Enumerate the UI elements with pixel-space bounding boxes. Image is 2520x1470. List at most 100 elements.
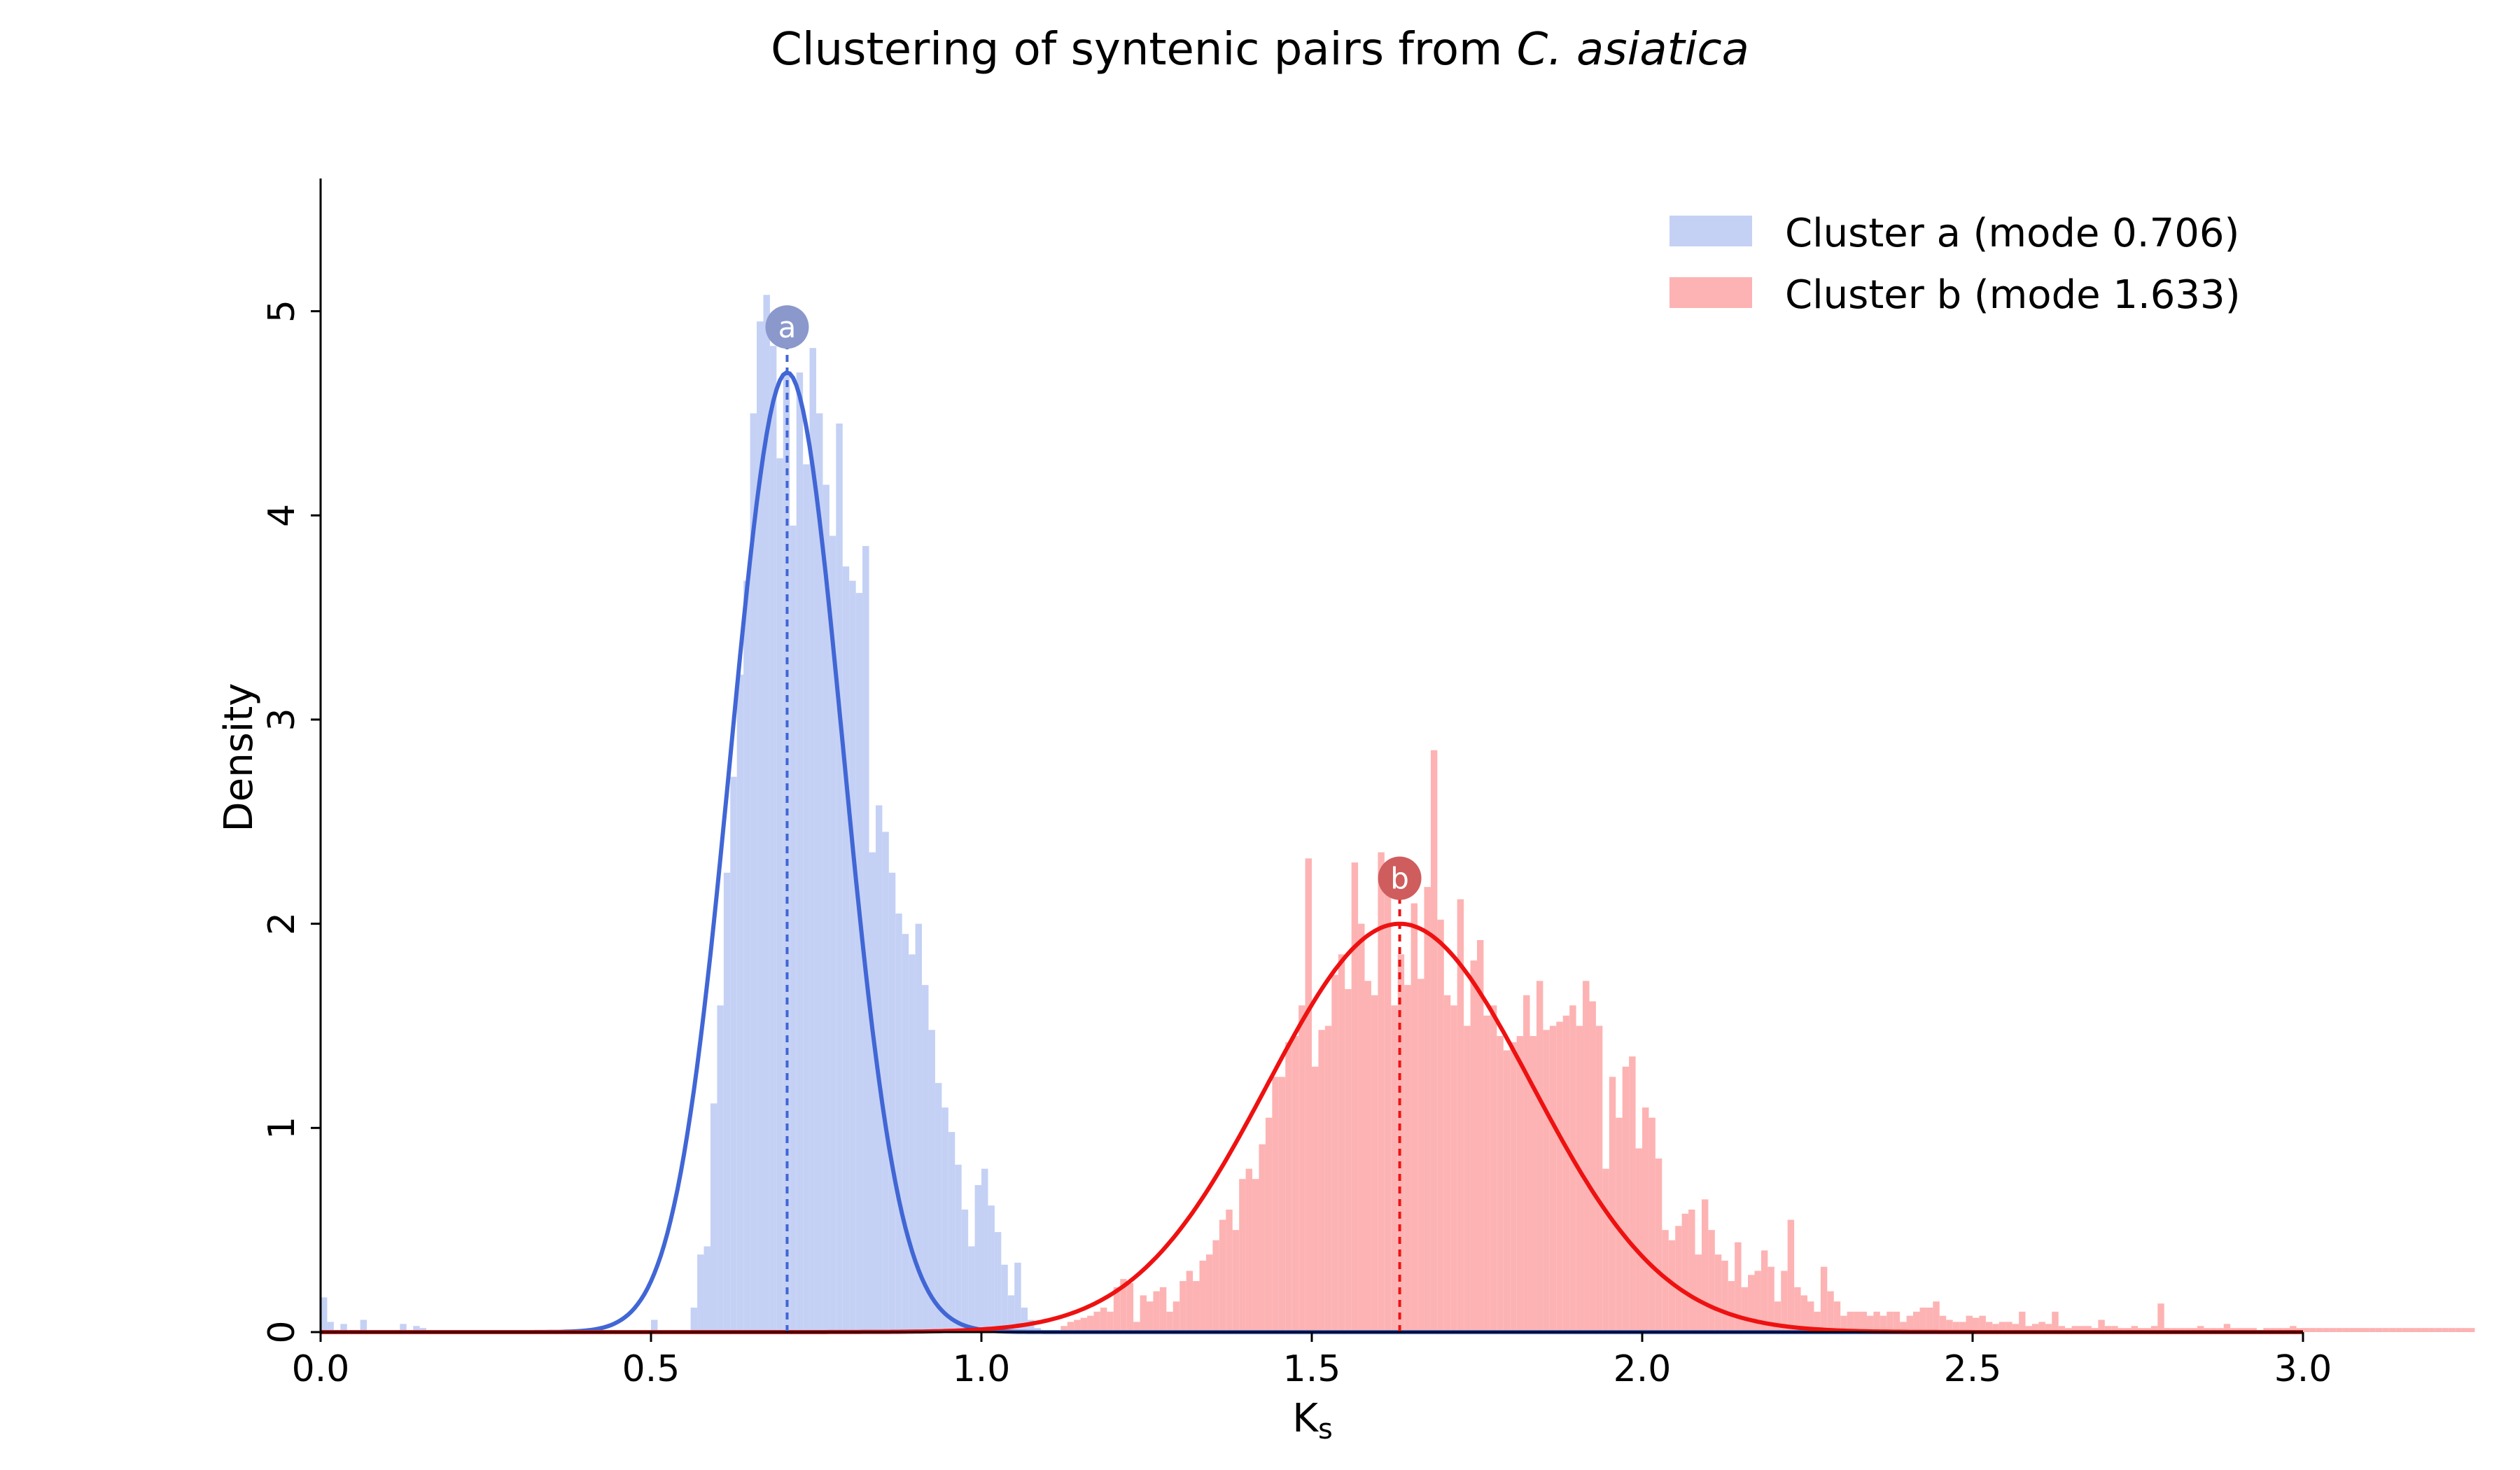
histogram-bar-cluster-b <box>2290 1326 2297 1332</box>
legend: Cluster a (mode 0.706) Cluster b (mode 1… <box>1670 211 2241 318</box>
histogram-bar-cluster-b <box>2409 1328 2416 1332</box>
histogram-bar-cluster-a <box>862 546 869 1332</box>
histogram-bar-cluster-a <box>915 923 923 1332</box>
histogram-bar-cluster-b <box>1900 1322 1907 1332</box>
x-tick-label: 0.0 <box>292 1348 350 1390</box>
histogram-bar-cluster-b <box>2071 1326 2079 1332</box>
histogram-bar-cluster-a <box>750 413 757 1333</box>
histogram-bar-cluster-a <box>895 913 902 1332</box>
histogram-bar-cluster-a <box>690 1308 698 1332</box>
histogram-bar-cluster-b <box>1410 903 1418 1332</box>
histogram-bar-cluster-a <box>974 1184 981 1332</box>
histogram-bar-cluster-b <box>1100 1308 1107 1332</box>
mode-marker-label-cluster-b: b <box>1390 862 1409 896</box>
histogram-bar-cluster-b <box>2336 1328 2343 1332</box>
y-tick-label: 3 <box>261 708 303 731</box>
histogram-bar-cluster-b <box>1324 1026 1332 1332</box>
histogram-bar-cluster-b <box>1973 1317 1980 1332</box>
histogram-bar-cluster-b <box>2309 1328 2316 1332</box>
histogram-bar-cluster-a <box>1001 1264 1008 1332</box>
histogram-bar-cluster-b <box>2442 1328 2449 1332</box>
y-tick-label: 0 <box>261 1320 303 1343</box>
histogram-bar-cluster-b <box>2455 1328 2462 1332</box>
histogram-bar-cluster-b <box>1205 1254 1213 1332</box>
histogram-bar-cluster-a <box>869 852 876 1332</box>
histogram-bar-cluster-b <box>1292 1036 1299 1332</box>
histogram-bar-cluster-b <box>1714 1254 1722 1332</box>
histogram-bar-cluster-b <box>1318 1030 1325 1332</box>
histogram-bar-cluster-b <box>1774 1301 1782 1332</box>
x-axis-label-main: K <box>1292 1396 1319 1441</box>
histogram-bar-cluster-a <box>340 1324 347 1332</box>
x-tick-label: 1.5 <box>1283 1348 1341 1390</box>
histogram-bar-cluster-b <box>1133 1322 1140 1332</box>
histogram-bar-cluster-b <box>1754 1270 1761 1332</box>
histogram-bar-cluster-b <box>1391 1005 1398 1332</box>
legend-swatch-cluster-a <box>1670 216 1752 246</box>
histogram-bar-cluster-b <box>2382 1328 2389 1332</box>
histogram-bar-cluster-a <box>1014 1262 1021 1332</box>
histogram-bar-cluster-b <box>1675 1226 1682 1332</box>
histogram-bar-cluster-b <box>1833 1301 1841 1332</box>
histogram-bar-cluster-b <box>2111 1326 2118 1332</box>
histogram-bar-cluster-b <box>2223 1324 2231 1332</box>
chart-title: Clustering of syntenic pairs from C. asi… <box>771 24 1749 76</box>
histogram-bar-cluster-a <box>909 954 916 1332</box>
x-tick-label: 1.0 <box>953 1348 1011 1390</box>
histogram-bar-cluster-b <box>2349 1328 2356 1332</box>
legend-swatch-cluster-b <box>1670 277 1752 308</box>
histogram-bar-cluster-b <box>1232 1230 1240 1332</box>
histogram-bar-cluster-a <box>651 1320 658 1332</box>
histogram-bar-cluster-b <box>1979 1315 1986 1332</box>
histogram-bar-cluster-b <box>1159 1287 1167 1332</box>
histogram-bar-cluster-b <box>1998 1322 2006 1332</box>
histogram-bar-cluster-b <box>1589 1001 1596 1332</box>
histogram-bar-cluster-b <box>1193 1281 1200 1332</box>
histogram-bar-cluster-b <box>1312 1066 1319 1332</box>
histogram-bar-cluster-b <box>2131 1326 2138 1332</box>
histogram-bar-cluster-b <box>1212 1240 1219 1332</box>
histogram-bar-cluster-b <box>1490 1005 1497 1332</box>
histogram-bar-cluster-b <box>1854 1311 1861 1332</box>
histogram-bar-cluster-b <box>1840 1315 1847 1332</box>
histogram-bar-cluster-b <box>1536 981 1544 1332</box>
histogram-bar-cluster-b <box>1140 1295 1147 1332</box>
histogram-bar-cluster-a <box>796 372 804 1332</box>
histogram-bar-cluster-b <box>1648 1117 1656 1332</box>
histogram-bar-cluster-b <box>2104 1326 2112 1332</box>
histogram-bar-cluster-b <box>1153 1291 1160 1332</box>
histogram-bar-cluster-b <box>1807 1301 1814 1332</box>
histogram-bar-cluster-b <box>1259 1144 1266 1332</box>
histogram-bar-cluster-b <box>1760 1250 1768 1332</box>
histogram-bar-cluster-b <box>1074 1320 1081 1332</box>
histogram-bar-cluster-a <box>717 1005 724 1332</box>
histogram-bar-cluster-a <box>757 321 764 1333</box>
histogram-bar-cluster-b <box>2356 1328 2362 1332</box>
histogram-bar-cluster-a <box>968 1246 975 1332</box>
histogram-bar-cluster-a <box>1007 1295 1015 1332</box>
legend-label-cluster-a: Cluster a (mode 0.706) <box>1785 211 2239 256</box>
histogram-bar-cluster-b <box>2012 1324 2019 1332</box>
histogram-bar-cluster-b <box>1503 1050 1511 1332</box>
mode-marker-label-cluster-a: a <box>778 310 797 344</box>
histogram-bar-cluster-b <box>1668 1240 1676 1332</box>
histogram-bar-cluster-b <box>1252 1179 1259 1332</box>
histogram-bar-cluster-b <box>1728 1281 1735 1332</box>
histogram-bar-cluster-b <box>1351 862 1359 1332</box>
histogram-bar-cluster-b <box>1147 1301 1154 1332</box>
chart-title-species: C. asiatica <box>1517 24 1749 76</box>
histogram-bar-cluster-a <box>704 1246 710 1332</box>
histogram-bar-cluster-b <box>1569 1005 1576 1332</box>
histogram-bar-cluster-b <box>1721 1260 1728 1332</box>
histogram-bar-cluster-b <box>1516 1036 1524 1332</box>
histogram-bar-cluster-a <box>776 458 783 1332</box>
histogram-bar-cluster-a <box>1028 1320 1035 1332</box>
histogram-bar-cluster-b <box>1371 995 1378 1332</box>
histogram-bar-cluster-b <box>1219 1219 1226 1332</box>
histogram-bar-cluster-b <box>1794 1287 1801 1332</box>
histogram-bar-cluster-a <box>1021 1308 1028 1332</box>
histogram-bar-cluster-b <box>1298 1005 1306 1332</box>
chart-title-text: Clustering of syntenic pairs from <box>771 24 1517 76</box>
histogram-bar-cluster-b <box>2085 1326 2092 1332</box>
histogram-bar-cluster-b <box>1418 979 1424 1332</box>
